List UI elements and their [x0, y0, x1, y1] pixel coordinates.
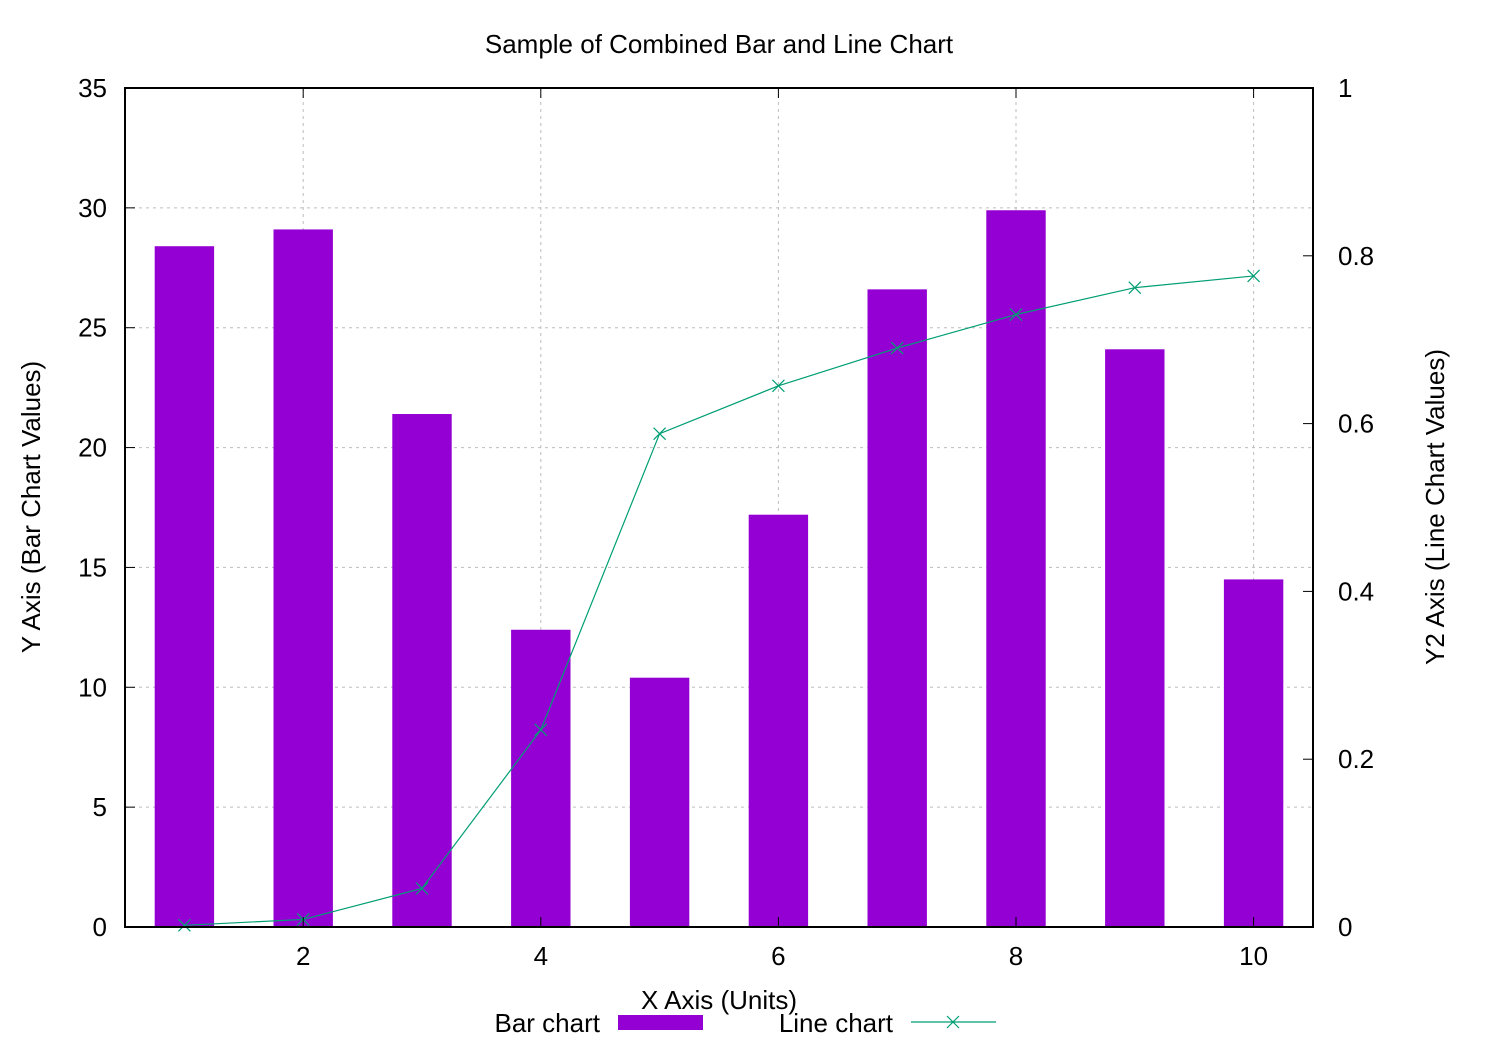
plot-frame [124, 87, 1314, 928]
line-point [177, 918, 191, 932]
bar [511, 629, 571, 927]
bar [748, 514, 809, 927]
x-tick-label: 2 [296, 941, 310, 971]
line-point [1128, 281, 1142, 295]
line-path [184, 275, 1254, 926]
bar [986, 210, 1046, 928]
y2-tick-label: 0.2 [1338, 744, 1374, 774]
axis-ticks: 2 4 6 8 10 0 5 10 15 20 25 30 35 0 0.2 0.4 0.6 0.8 1 [78, 73, 1374, 971]
line-point [415, 881, 429, 895]
y2-tick-label: 1 [1338, 73, 1352, 103]
y-tick-label: 0 [93, 912, 107, 942]
bar [1223, 579, 1284, 927]
y-tick-label: 15 [78, 552, 107, 582]
x-axis-title: X Axis (Units) [641, 985, 797, 1015]
y-axis-title: Y Axis (Bar Chart Values) [16, 361, 46, 653]
y2-axis-title: Y2 Axis (Line Chart Values) [1420, 349, 1450, 665]
line-point [653, 427, 667, 441]
bar-series [154, 210, 1284, 928]
bar [154, 246, 215, 927]
y-tick-label: 35 [78, 73, 107, 103]
bar [867, 289, 927, 927]
y-tick-label: 20 [78, 433, 107, 463]
x-tick-label: 10 [1239, 941, 1268, 971]
y2-tick-label: 0.4 [1338, 576, 1374, 606]
bar [273, 229, 333, 928]
legend-marker-line [946, 1015, 960, 1029]
y-tick-label: 30 [78, 193, 107, 223]
y-tick-label: 25 [78, 313, 107, 343]
y2-tick-label: 0 [1338, 912, 1352, 942]
legend: Bar chart Line chart [495, 1008, 996, 1038]
line-point [771, 379, 785, 393]
x-tick-label: 6 [771, 941, 785, 971]
y2-tick-label: 0.8 [1338, 241, 1374, 271]
legend-label-bar: Bar chart [495, 1008, 601, 1038]
y2-tick-label: 0.6 [1338, 409, 1374, 439]
chart-title: Sample of Combined Bar and Line Chart [485, 29, 954, 59]
x-tick-label: 8 [1009, 941, 1023, 971]
y-tick-label: 10 [78, 672, 107, 702]
bar [1105, 349, 1165, 927]
line-point [534, 723, 548, 737]
line-point [1009, 308, 1023, 321]
legend-label-line: Line chart [779, 1008, 894, 1038]
bar [392, 414, 452, 927]
x-tick-label: 4 [534, 941, 548, 971]
y-tick-label: 5 [93, 792, 107, 822]
legend-swatch-bar [618, 1015, 703, 1030]
line-point [890, 341, 904, 355]
line-series [177, 269, 1261, 932]
bar [629, 677, 690, 927]
line-point [1247, 269, 1261, 283]
